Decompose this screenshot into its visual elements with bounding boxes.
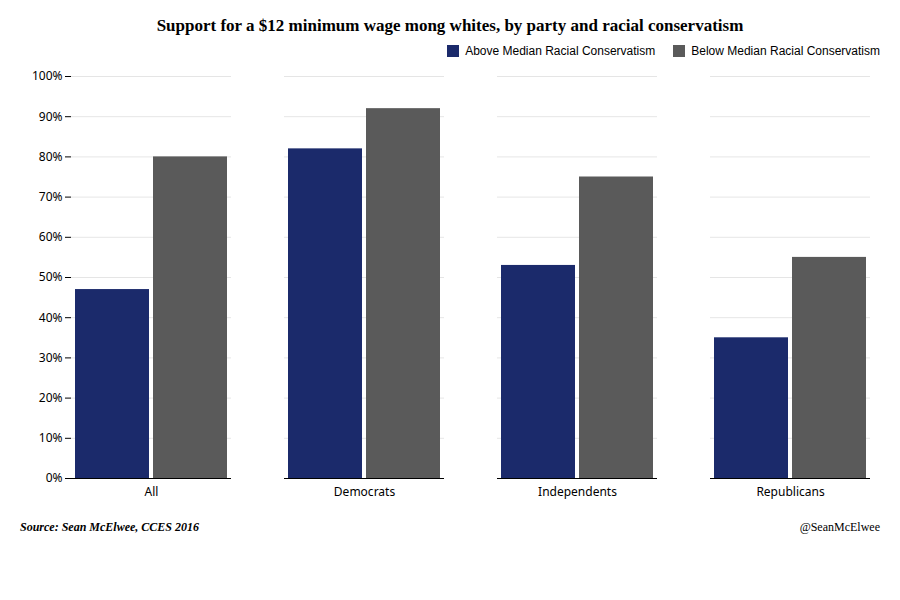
html-text:Support for a $12 minimum wage: Support for a $12 minimum wage mong whit… (156, 16, 744, 35)
svg-text:10%: 10% (39, 429, 63, 446)
svg-text:Independents: Independents (538, 483, 617, 500)
svg-text:Democrats: Democrats (334, 483, 396, 500)
html-text:Below Median Racial Conservati: Below Median Racial Conservatism (691, 44, 880, 58)
svg-text:0%: 0% (46, 469, 63, 486)
svg-text:90%: 90% (39, 108, 63, 125)
svg-text:50%: 50% (39, 268, 63, 285)
html-text:Source: Sean McElwee, CCES 201: Source: Sean McElwee, CCES 2016 (20, 520, 199, 534)
svg-text:60%: 60% (39, 228, 63, 245)
svg-text:30%: 30% (39, 349, 63, 366)
svg-text:All: All (145, 483, 159, 500)
svg-text:20%: 20% (39, 389, 63, 406)
html-text:@SeanMcElwee: @SeanMcElwee (799, 520, 880, 534)
svg-text:40%: 40% (39, 309, 63, 326)
svg-text:Republicans: Republicans (756, 483, 825, 500)
svg-text:100%: 100% (32, 67, 63, 84)
svg-text:70%: 70% (39, 188, 63, 205)
html-text:Above Median Racial Conservati: Above Median Racial Conservatism (465, 44, 656, 58)
svg-text:80%: 80% (39, 148, 63, 165)
